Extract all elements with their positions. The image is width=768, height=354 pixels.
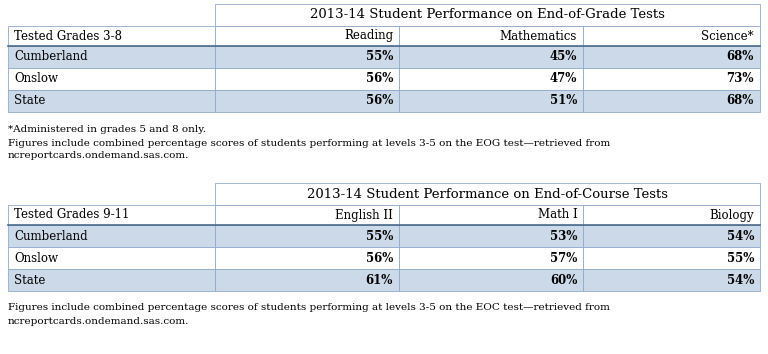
Bar xyxy=(8,225,215,247)
Text: 55%: 55% xyxy=(727,251,754,264)
Bar xyxy=(399,247,583,269)
Bar xyxy=(215,205,399,225)
Bar xyxy=(583,225,760,247)
Bar xyxy=(215,183,760,205)
Bar xyxy=(8,269,215,291)
Text: 68%: 68% xyxy=(727,95,754,108)
Text: 45%: 45% xyxy=(550,51,578,63)
Bar xyxy=(399,225,583,247)
Bar xyxy=(8,68,215,90)
Text: State: State xyxy=(14,274,45,286)
Bar xyxy=(583,68,760,90)
Bar xyxy=(583,26,760,46)
Text: 2013-14 Student Performance on End-of-Course Tests: 2013-14 Student Performance on End-of-Co… xyxy=(307,188,668,200)
Bar xyxy=(8,26,215,46)
Bar xyxy=(8,205,215,225)
Text: 56%: 56% xyxy=(366,95,393,108)
Text: 53%: 53% xyxy=(550,229,578,242)
Bar xyxy=(583,205,760,225)
Text: Biology: Biology xyxy=(710,209,754,222)
Text: 51%: 51% xyxy=(550,95,578,108)
Text: 60%: 60% xyxy=(550,274,578,286)
Bar xyxy=(215,90,399,112)
Bar xyxy=(399,269,583,291)
Bar xyxy=(8,46,215,68)
Text: Figures include combined percentage scores of students performing at levels 3-5 : Figures include combined percentage scor… xyxy=(8,138,611,148)
Text: 56%: 56% xyxy=(366,73,393,86)
Bar xyxy=(215,269,399,291)
Text: *Administered in grades 5 and 8 only.: *Administered in grades 5 and 8 only. xyxy=(8,125,206,133)
Bar xyxy=(215,4,760,26)
Text: English II: English II xyxy=(335,209,393,222)
Bar xyxy=(215,225,399,247)
Bar xyxy=(583,247,760,269)
Bar xyxy=(215,68,399,90)
Bar xyxy=(399,46,583,68)
Bar xyxy=(8,90,215,112)
Text: 54%: 54% xyxy=(727,274,754,286)
Text: Onslow: Onslow xyxy=(14,73,58,86)
Bar xyxy=(583,90,760,112)
Bar xyxy=(8,247,215,269)
Bar xyxy=(399,26,583,46)
Text: Science*: Science* xyxy=(701,29,754,42)
Text: 68%: 68% xyxy=(727,51,754,63)
Text: Tested Grades 9-11: Tested Grades 9-11 xyxy=(14,209,129,222)
Text: Mathematics: Mathematics xyxy=(500,29,578,42)
Text: Cumberland: Cumberland xyxy=(14,229,88,242)
Text: Figures include combined percentage scores of students performing at levels 3-5 : Figures include combined percentage scor… xyxy=(8,303,610,313)
Bar xyxy=(399,68,583,90)
Text: 73%: 73% xyxy=(727,73,754,86)
Bar xyxy=(399,205,583,225)
Text: 57%: 57% xyxy=(550,251,578,264)
Text: State: State xyxy=(14,95,45,108)
Bar xyxy=(399,90,583,112)
Text: 54%: 54% xyxy=(727,229,754,242)
Bar xyxy=(583,46,760,68)
Bar xyxy=(583,269,760,291)
Text: 61%: 61% xyxy=(366,274,393,286)
Text: Tested Grades 3-8: Tested Grades 3-8 xyxy=(14,29,122,42)
Bar xyxy=(215,26,399,46)
Text: ncreportcards.ondemand.sas.com.: ncreportcards.ondemand.sas.com. xyxy=(8,316,190,325)
Text: 56%: 56% xyxy=(366,251,393,264)
Text: Reading: Reading xyxy=(344,29,393,42)
Text: 55%: 55% xyxy=(366,229,393,242)
Text: ncreportcards.ondemand.sas.com.: ncreportcards.ondemand.sas.com. xyxy=(8,152,190,160)
Text: Math I: Math I xyxy=(538,209,578,222)
Text: 55%: 55% xyxy=(366,51,393,63)
Text: Cumberland: Cumberland xyxy=(14,51,88,63)
Bar xyxy=(215,46,399,68)
Text: 2013-14 Student Performance on End-of-Grade Tests: 2013-14 Student Performance on End-of-Gr… xyxy=(310,8,665,22)
Bar xyxy=(215,247,399,269)
Text: Onslow: Onslow xyxy=(14,251,58,264)
Text: 47%: 47% xyxy=(550,73,578,86)
